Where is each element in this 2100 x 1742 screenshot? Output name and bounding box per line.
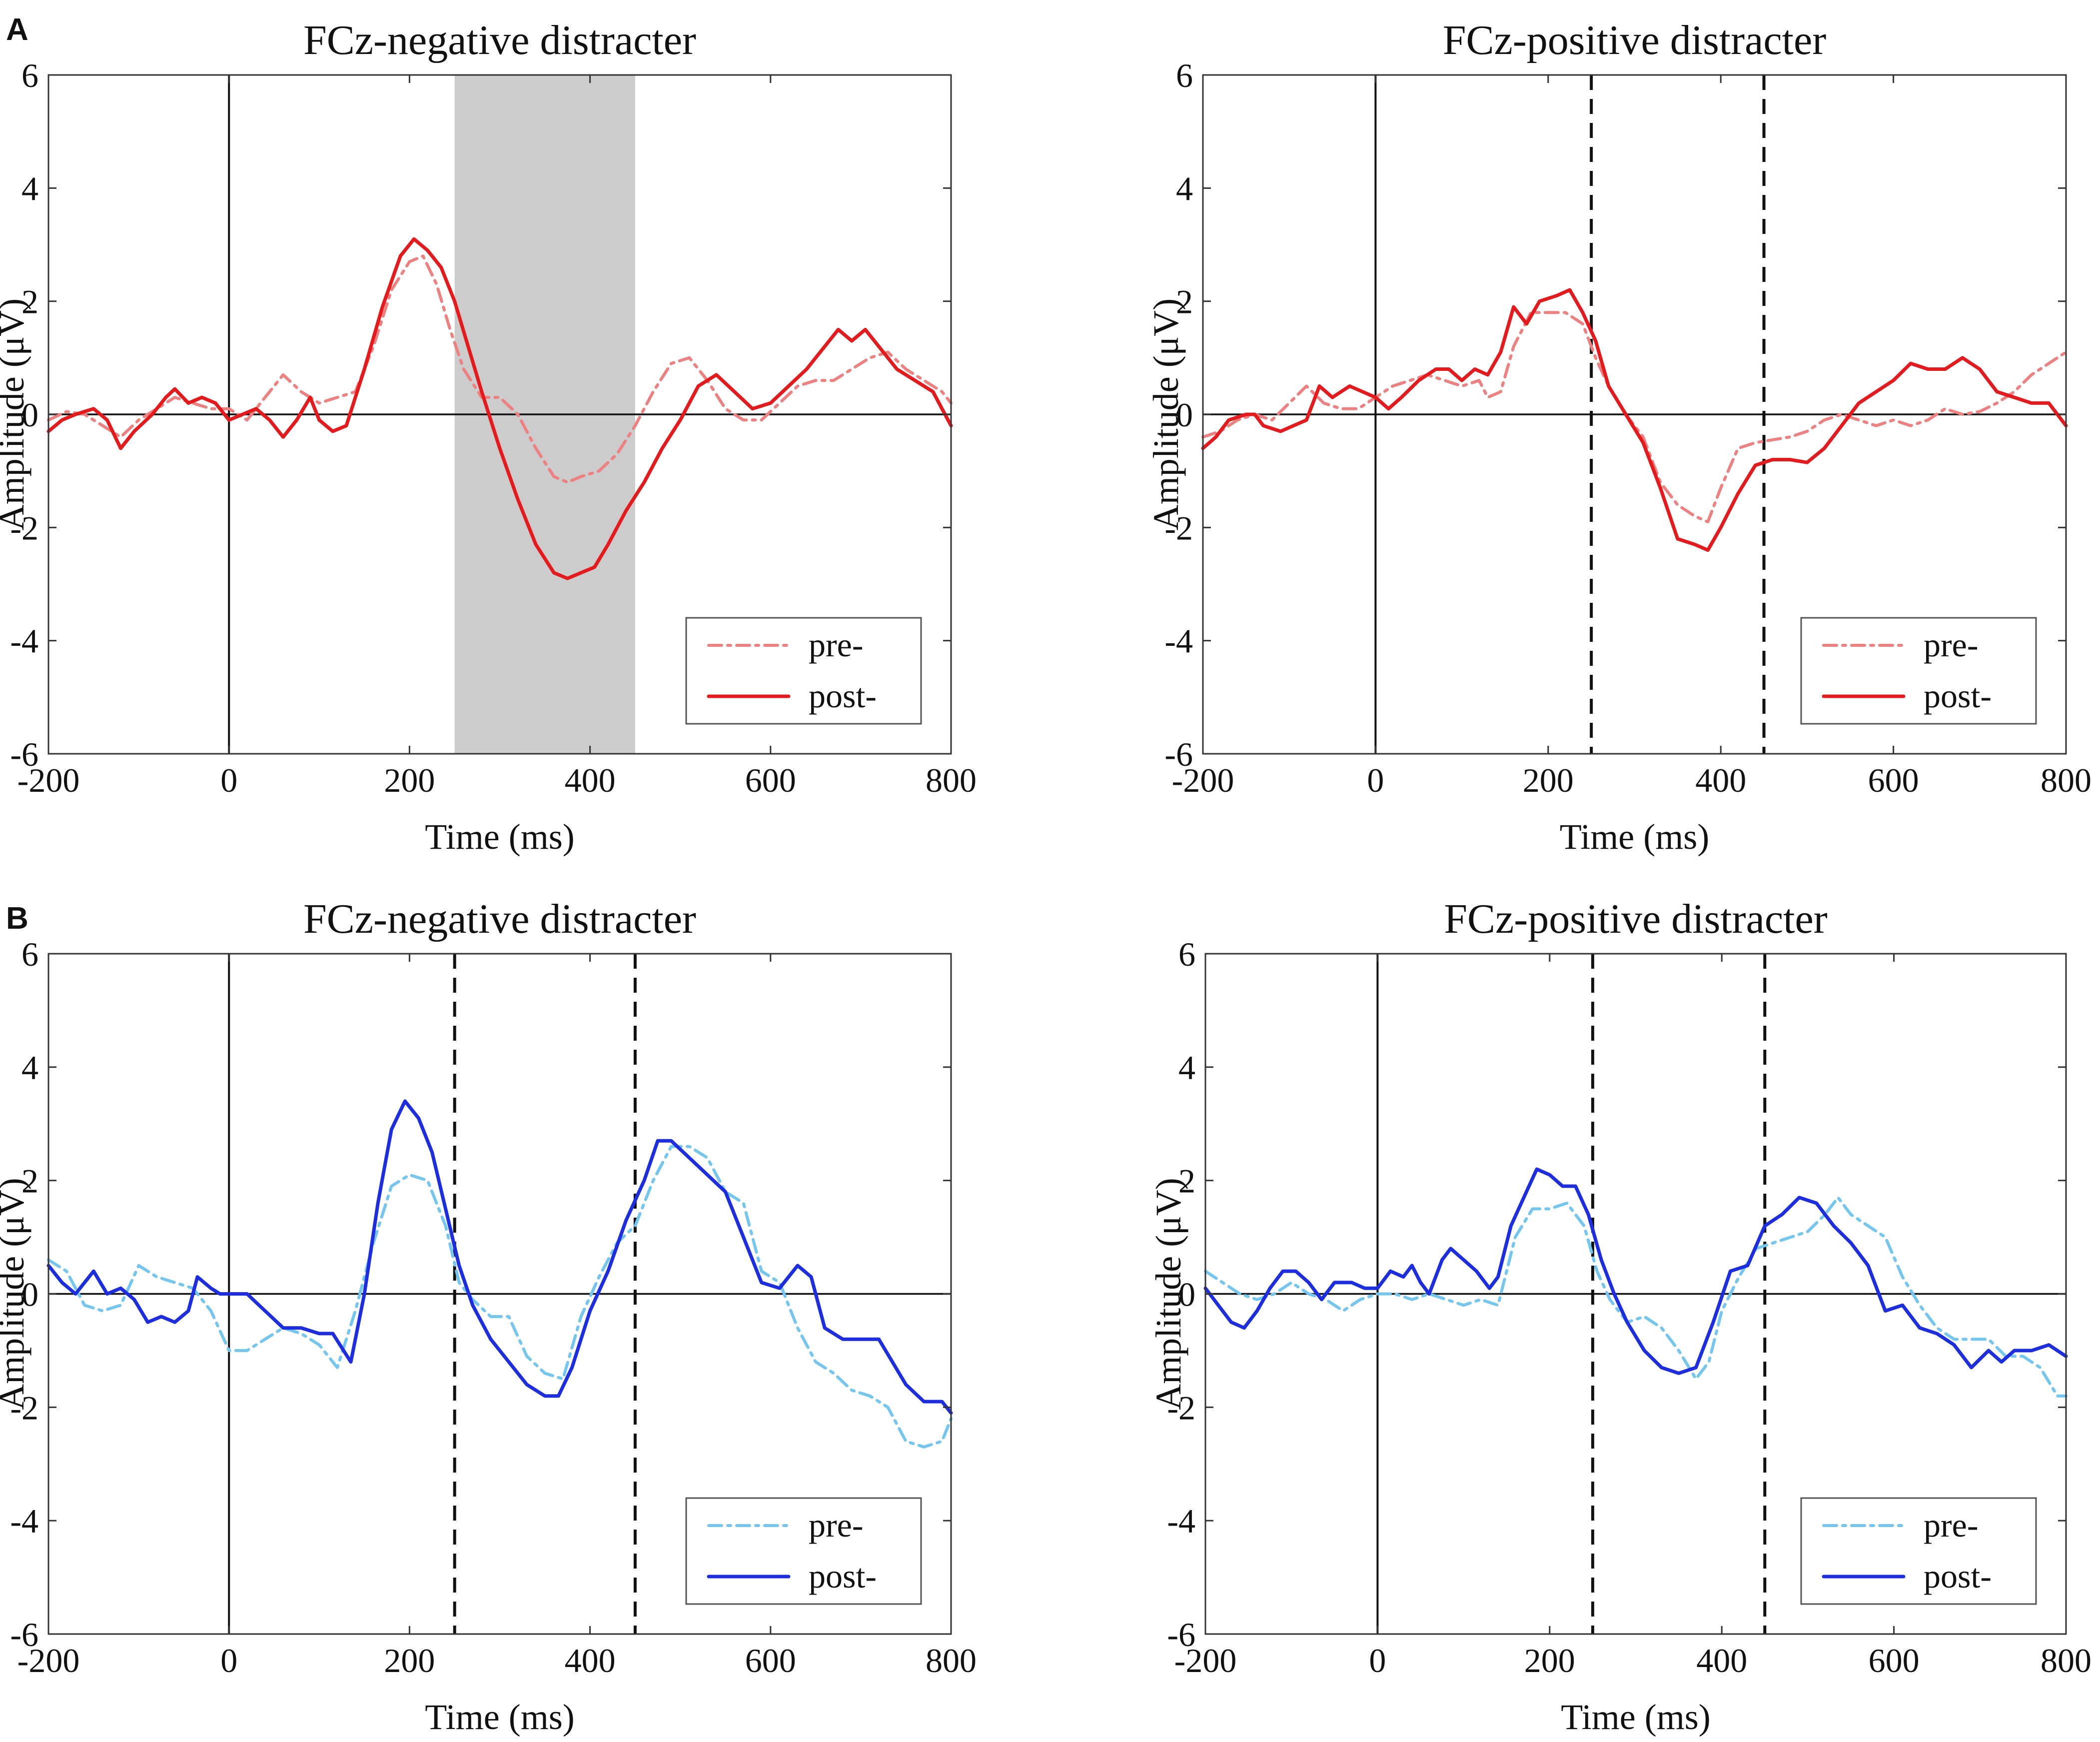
y-tick-label: -2: [1167, 1389, 1195, 1427]
x-tick-label: 200: [384, 761, 435, 799]
y-tick-label: -6: [10, 1616, 38, 1654]
series-pre-line: [1204, 1196, 2068, 1398]
y-axis-label: Amplitude (μV): [0, 298, 31, 531]
x-tick-label: 0: [220, 761, 237, 799]
series-post-line: [1203, 1167, 2068, 1375]
x-axis-label: Time (ms): [1560, 817, 1709, 857]
x-tick-label: 200: [1523, 761, 1574, 799]
legend-box: [685, 617, 922, 725]
legend: pre-post-: [1800, 1497, 2037, 1605]
chart-3: -200 0 200 400 600 800 6 4 2 0 -2 -4 -6 FCz-negative …: [0, 896, 977, 1737]
x-tick-label: 400: [1696, 1642, 1747, 1680]
y-tick-label: 0: [21, 396, 38, 434]
legend-label-pre: pre-: [809, 626, 863, 664]
y-tick-label: -6: [1167, 1616, 1195, 1654]
legend-label-pre: pre-: [1924, 626, 1978, 664]
chart-title: FCz-negative distracter: [303, 896, 696, 942]
series-pre-line: [47, 1145, 953, 1449]
y-axis-label: Amplitude (μV): [1146, 298, 1186, 531]
x-tick-label: -200: [1174, 1642, 1237, 1680]
chart-title: FCz-positive distracter: [1443, 17, 1827, 63]
legend-box: [685, 1497, 922, 1605]
legend: pre-post-: [1800, 617, 2037, 725]
x-tick-label: 0: [1369, 1642, 1386, 1680]
y-tick-label: 0: [21, 1276, 38, 1314]
legend-label-post: post-: [809, 677, 877, 715]
panel-label-a: A: [6, 12, 28, 47]
y-tick-label: 6: [1178, 935, 1195, 973]
legend-label-post: post-: [1924, 1557, 1992, 1595]
y-tick-label: 4: [1176, 169, 1193, 207]
x-tick-label: 600: [745, 1642, 796, 1680]
y-tick-label: -2: [1164, 509, 1193, 547]
y-tick-label: 4: [21, 1049, 38, 1087]
legend-box: [1800, 617, 2037, 725]
x-tick-label: 400: [1695, 761, 1746, 799]
x-tick-label: 400: [565, 1642, 616, 1680]
x-tick-label: 600: [1868, 761, 1919, 799]
legend-label-post: post-: [1924, 677, 1992, 715]
x-tick-label: 200: [384, 1642, 435, 1680]
x-tick-label: 800: [926, 1642, 977, 1680]
y-tick-label: -2: [10, 1389, 38, 1427]
x-axis-label: Time (ms): [425, 1697, 574, 1737]
y-tick-label: 2: [21, 283, 38, 321]
y-tick-label: -2: [10, 509, 38, 547]
x-tick-label: 800: [2041, 761, 2092, 799]
series-pre-line: [47, 254, 953, 484]
chart-title: FCz-negative distracter: [303, 17, 696, 63]
y-tick-label: -4: [10, 1502, 38, 1540]
x-axis-label: Time (ms): [1561, 1697, 1710, 1737]
y-tick-label: 0: [1178, 1276, 1195, 1314]
y-tick-label: 6: [1176, 56, 1193, 94]
series-post-line: [1201, 288, 2068, 552]
legend: pre-post-: [685, 1497, 922, 1605]
legend-box: [1800, 1497, 2037, 1605]
y-tick-label: -4: [10, 622, 38, 660]
legend-label-post: post-: [809, 1557, 877, 1595]
y-tick-label: -6: [1164, 735, 1193, 773]
y-tick-label: -4: [1164, 622, 1193, 660]
y-axis-label: Amplitude (μV): [1148, 1178, 1188, 1410]
chart-title: FCz-positive distracter: [1444, 896, 1828, 942]
x-tick-label: 200: [1524, 1642, 1575, 1680]
series-post-line: [46, 237, 953, 580]
x-tick-label: 600: [745, 761, 796, 799]
y-tick-label: 2: [1176, 283, 1193, 321]
chart-1: -200 0 200 400 600 800 6 4 2 0 -2 -4 -6 FCz-negative …: [0, 17, 977, 857]
x-axis-label: Time (ms): [425, 817, 574, 857]
chart-4: -200 0 200 400 600 800 6 4 2 0 -2 -4 -6 FCz-positive …: [1148, 896, 2092, 1737]
y-tick-label: 4: [21, 169, 38, 207]
x-tick-label: 800: [2041, 1642, 2092, 1680]
y-tick-label: 6: [21, 935, 38, 973]
series-pre-line: [1201, 311, 2068, 523]
legend-label-pre: pre-: [809, 1506, 863, 1544]
x-tick-label: 400: [565, 761, 616, 799]
y-tick-label: 2: [21, 1162, 38, 1200]
x-tick-label: 800: [926, 761, 977, 799]
y-tick-label: -4: [1167, 1502, 1195, 1540]
y-tick-label: 2: [1178, 1162, 1195, 1200]
y-tick-label: 6: [21, 56, 38, 94]
x-tick-label: 600: [1869, 1642, 1920, 1680]
x-tick-label: 0: [1367, 761, 1384, 799]
x-tick-label: -200: [17, 761, 80, 799]
legend-label-pre: pre-: [1924, 1506, 1978, 1544]
y-tick-label: 0: [1176, 396, 1193, 434]
x-tick-label: 0: [220, 1642, 237, 1680]
chart-2: -200 0 200 400 600 800 6 4 2 0 -2 -4 -6 FCz-positive …: [1146, 17, 2092, 857]
panel-label-b: B: [6, 901, 28, 936]
series-post-line: [46, 1099, 953, 1415]
y-tick-label: -6: [10, 735, 38, 773]
y-axis-label: Amplitude (μV): [0, 1178, 31, 1410]
x-tick-label: -200: [1172, 761, 1234, 799]
legend: pre-post-: [685, 617, 922, 725]
x-tick-label: -200: [17, 1642, 80, 1680]
y-tick-label: 4: [1178, 1049, 1195, 1087]
